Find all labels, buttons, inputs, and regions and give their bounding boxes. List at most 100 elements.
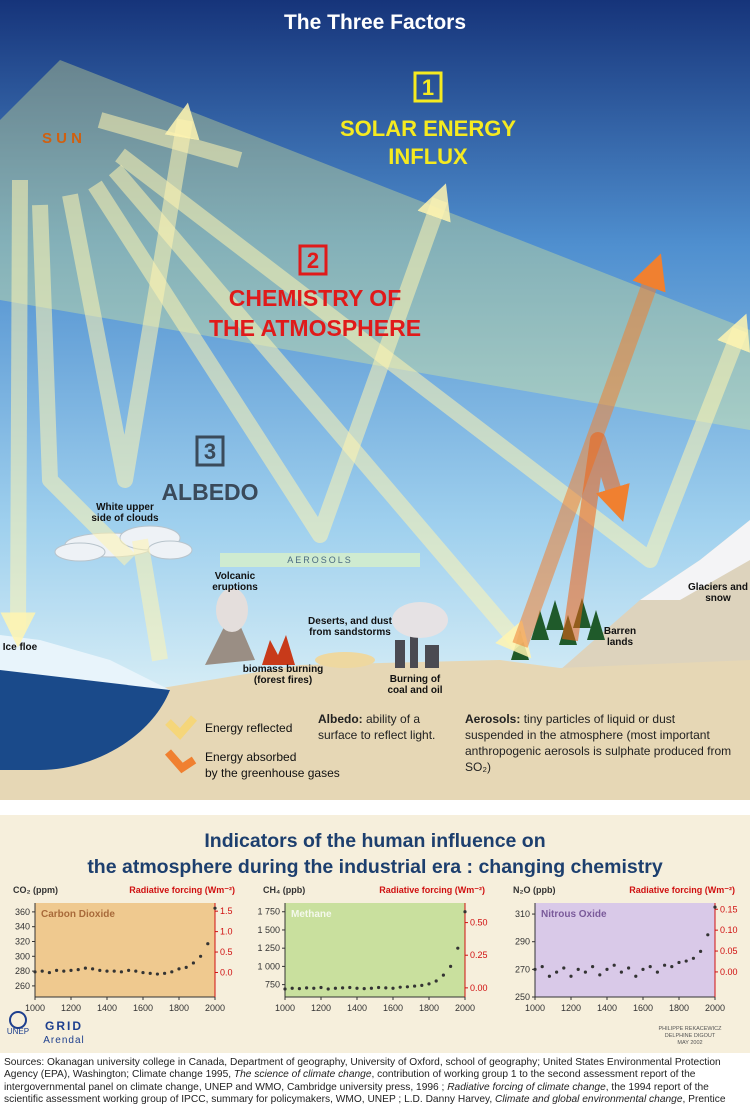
- x-tick-label: 1200: [311, 1003, 331, 1013]
- x-tick-label: 1800: [669, 1003, 689, 1013]
- definition: tiny particles of liquid or dust suspend…: [465, 712, 732, 774]
- factor-number: 1: [422, 75, 434, 100]
- factor-label: CHEMISTRY OF: [229, 285, 402, 311]
- charts: CO₂ (ppm) Radiative forcing (Wm⁻²) Carbon …: [13, 885, 738, 1013]
- data-point: [562, 966, 566, 970]
- y-tick-label: 1 000: [257, 961, 280, 971]
- x-tick-label: 1000: [275, 1003, 295, 1013]
- data-point: [533, 967, 537, 971]
- energy-arrow: [0, 179, 36, 648]
- factor-label: SOLAR ENERGY: [340, 116, 516, 141]
- factor-box: [413, 71, 443, 103]
- data-point: [55, 968, 59, 972]
- credit: DELPHINE DIGOUT: [665, 1033, 716, 1039]
- labels: The Three Factors S U N 1 SOLAR ENERGY I…: [3, 11, 748, 1046]
- y2-tick-label: 0.00: [470, 983, 488, 993]
- y-tick-label: 270: [515, 964, 530, 974]
- data-point: [213, 906, 217, 910]
- section-title: Indicators of the human influence on: [204, 830, 545, 852]
- aerosols-definition: Aerosols: tiny particles of liquid or du…: [465, 711, 735, 775]
- tree: [531, 610, 549, 640]
- data-point: [420, 983, 424, 987]
- term: Albedo:: [318, 712, 363, 726]
- data-point: [684, 959, 688, 963]
- data-point: [434, 979, 438, 983]
- x-tick-label: 1200: [61, 1003, 81, 1013]
- y-tick-label: 260: [15, 981, 30, 991]
- title: The Three Factors: [284, 11, 466, 34]
- data-point: [598, 973, 602, 977]
- ice-floe: [0, 635, 170, 690]
- data-point: [427, 982, 431, 986]
- data-point: [206, 942, 210, 946]
- data-point: [670, 964, 674, 969]
- y2-tick-label: 0.10: [720, 925, 738, 935]
- x-tick-label: 1000: [525, 1003, 545, 1013]
- data-point: [377, 985, 381, 990]
- definition: ability of a surface to reflect light.: [318, 712, 436, 742]
- data-point: [312, 986, 316, 990]
- x-tick-label: 1400: [97, 1003, 117, 1013]
- data-point: [583, 970, 588, 974]
- label: Deserts, and dust: [308, 616, 393, 627]
- x-tick-label: 1600: [383, 1003, 403, 1013]
- data-point: [576, 967, 580, 971]
- x-tick-label: 1800: [169, 1003, 189, 1013]
- source-text: , the 1994 report of the scientific asse…: [4, 1081, 709, 1106]
- data-point: [405, 985, 409, 989]
- albedo-definition: Albedo: ability of a surface to reflect …: [318, 711, 448, 743]
- source-title: Radiative forcing of climate change: [447, 1081, 606, 1093]
- energy-arrow: [132, 538, 168, 662]
- source-text: Sources: Okanagan university college in …: [4, 1057, 721, 1081]
- y2-axis-label: Radiative forcing (Wm⁻²): [379, 885, 485, 895]
- tree: [546, 600, 564, 630]
- logo: UNEP: [7, 1027, 29, 1036]
- data-point: [391, 986, 395, 990]
- data-point: [40, 969, 44, 973]
- label: (forest fires): [254, 675, 312, 686]
- x-tick-label: 1600: [133, 1003, 153, 1013]
- data-point: [105, 969, 109, 973]
- y-axis-label: N₂O (ppb): [513, 885, 556, 895]
- energy-arrow: [108, 164, 532, 659]
- energy-arrow: [115, 148, 750, 568]
- data-point: [398, 985, 402, 989]
- data-point: [199, 954, 203, 958]
- dust: [315, 652, 375, 668]
- volcano: [205, 625, 255, 665]
- y2-tick-label: 0.05: [720, 946, 738, 956]
- plot-area: [535, 903, 715, 997]
- x-tick-label: 1600: [633, 1003, 653, 1013]
- logo: Arendal: [43, 1035, 84, 1046]
- y-tick-label: 1 750: [257, 907, 280, 917]
- credit: MAY 2002: [677, 1040, 702, 1046]
- data-point: [283, 987, 287, 991]
- data-point: [456, 946, 460, 950]
- label: Ice floe: [3, 642, 38, 653]
- data-point: [691, 956, 696, 960]
- data-point: [62, 969, 66, 973]
- data-point: [648, 964, 652, 969]
- y-tick-label: 750: [265, 980, 280, 990]
- series-label: Carbon Dioxide: [41, 909, 115, 920]
- data-point: [348, 985, 352, 990]
- data-point: [413, 984, 417, 988]
- data-point: [555, 970, 559, 974]
- x-tick-label: 1800: [419, 1003, 439, 1013]
- aerosol-band: [220, 553, 420, 567]
- data-point: [540, 964, 544, 969]
- y-tick-label: 340: [15, 922, 30, 932]
- label: Glaciers and: [688, 582, 748, 593]
- data-point: [98, 968, 102, 972]
- label: biomass burning: [243, 664, 324, 675]
- y2-axis-label: Radiative forcing (Wm⁻²): [629, 885, 735, 895]
- x-tick-label: 1400: [597, 1003, 617, 1013]
- illustration: [0, 0, 750, 1053]
- cloud: [54, 542, 106, 562]
- data-point: [297, 987, 301, 991]
- data-point: [69, 968, 73, 972]
- cloud: [147, 540, 193, 560]
- fire: [262, 635, 295, 665]
- factor-box: [298, 244, 328, 276]
